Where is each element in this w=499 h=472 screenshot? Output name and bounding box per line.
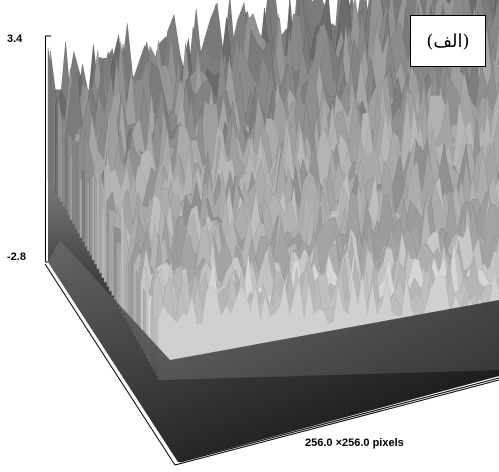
base-edge-right-inner [179, 377, 499, 463]
surface-body [47, 0, 499, 462]
z-axis-max-label: 3.4 [7, 33, 23, 45]
panel-label-box: (الف) [410, 15, 486, 67]
base-edge-left [44, 263, 176, 466]
base-edge-right [174, 379, 499, 466]
grid-extent-label: 256.0 ×256.0 pixels [305, 437, 404, 449]
panel-label: (الف) [426, 30, 470, 52]
surface-front-face [48, 240, 499, 462]
z-axis-min-label: -2.8 [7, 251, 26, 263]
